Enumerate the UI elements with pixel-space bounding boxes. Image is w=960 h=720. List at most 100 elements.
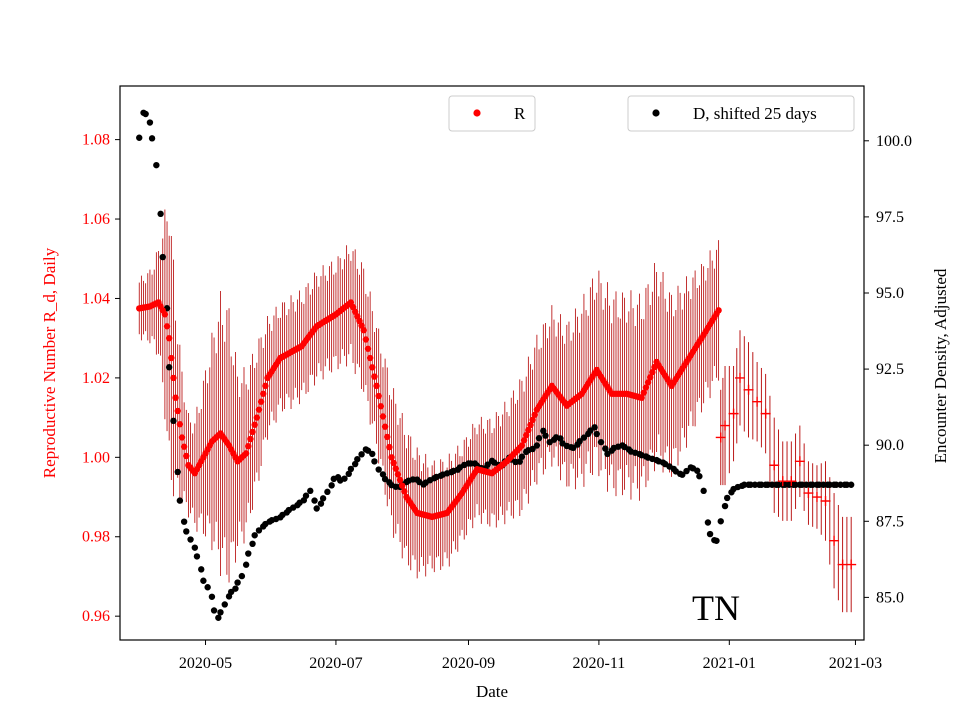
r-point <box>388 454 395 461</box>
y-axis-left-label: Reproductive Number R_d, Daily <box>40 247 59 478</box>
r-point <box>520 437 528 444</box>
d-point <box>210 607 218 614</box>
y-right-tick-label: 95.0 <box>876 285 904 302</box>
r-tail-point <box>829 535 840 546</box>
d-point <box>183 528 190 535</box>
r-point <box>172 394 179 401</box>
d-point <box>324 488 331 496</box>
r-point <box>373 382 380 390</box>
r-tail-point <box>794 456 805 467</box>
d-point <box>700 487 707 495</box>
d-point <box>683 467 690 475</box>
d-point <box>302 492 310 499</box>
d-point <box>198 566 205 573</box>
r-tail-point <box>803 488 814 499</box>
d-point <box>238 572 246 580</box>
d-point <box>542 432 549 439</box>
r-point <box>715 307 722 314</box>
y-left-tick-label: 1.00 <box>82 449 110 466</box>
d-point <box>245 550 252 557</box>
r-point <box>399 482 406 489</box>
d-point <box>484 461 491 468</box>
d-point <box>242 561 250 568</box>
r-point <box>168 354 175 362</box>
d-point <box>234 579 241 586</box>
y-right-tick-label: 87.5 <box>876 513 904 530</box>
d-point <box>529 445 536 453</box>
y-left-tick-label: 0.98 <box>82 529 110 546</box>
d-point <box>313 505 320 512</box>
r-point <box>178 434 186 441</box>
y-left-tick-label: 0.96 <box>82 608 110 625</box>
d-point <box>255 527 263 534</box>
d-point <box>204 584 211 591</box>
r-point <box>394 471 402 478</box>
r-point <box>245 442 252 450</box>
d-point <box>328 482 335 489</box>
d-point <box>176 497 184 504</box>
d-point <box>217 609 224 616</box>
d-point <box>146 119 154 126</box>
d-point <box>345 470 352 477</box>
d-point <box>704 519 712 526</box>
d-point <box>516 458 523 465</box>
x-tick-label: 2021-01 <box>703 655 756 672</box>
d-point <box>723 494 731 502</box>
d-point <box>847 481 855 488</box>
r-point <box>392 465 399 472</box>
r-point <box>262 382 269 390</box>
legend-d[interactable]: D, shifted 25 days <box>627 95 855 132</box>
r-tail-point <box>811 492 822 503</box>
x-tick-label: 2020-09 <box>442 655 495 672</box>
plot-frame <box>119 85 865 641</box>
d-point <box>721 502 729 510</box>
x-axis-label: Date <box>476 682 508 701</box>
r-tail-point <box>777 476 788 487</box>
r-tail-point <box>820 496 831 507</box>
r-point <box>242 450 250 457</box>
d-point <box>200 577 207 584</box>
d-point <box>518 453 526 460</box>
d-point <box>375 466 382 473</box>
d-point <box>148 135 156 142</box>
legend-r[interactable]: R <box>448 95 536 132</box>
r-point <box>180 443 188 450</box>
d-point <box>557 435 564 442</box>
r-tail-point <box>760 408 771 419</box>
r-point <box>183 452 190 460</box>
r-point <box>525 426 532 434</box>
r-point <box>649 369 656 376</box>
d-point <box>170 417 177 425</box>
r-point <box>174 407 181 415</box>
r-point <box>163 323 171 330</box>
r-point <box>360 327 367 334</box>
r-point <box>371 373 378 380</box>
legend-r-marker <box>473 109 481 117</box>
r-point <box>247 435 254 443</box>
d-point <box>165 364 173 371</box>
r-tail-point <box>769 460 780 471</box>
d-point <box>249 540 256 548</box>
d-point <box>311 497 318 504</box>
y-left-tick-label: 1.06 <box>82 211 110 228</box>
d-point <box>174 468 181 476</box>
d-point <box>535 434 543 442</box>
y-axis-right: 85.0 87.5 90.0 92.5 95.0 97.5 100.0 <box>864 133 912 606</box>
r-tail-marker-group <box>715 372 857 570</box>
d-point <box>597 438 605 446</box>
d-point <box>706 530 714 538</box>
r-point <box>170 374 177 382</box>
r-point <box>529 416 536 424</box>
x-axis: 2020-05 2020-07 2020-09 2020-11 2021-01 2021-… <box>179 640 882 672</box>
legend-d-marker <box>652 109 660 117</box>
y-right-tick-label: 97.5 <box>876 209 904 226</box>
legend-r-label: R <box>514 104 526 123</box>
d-point <box>319 495 327 502</box>
d-point <box>142 110 149 118</box>
y-left-tick-label: 1.08 <box>82 132 110 149</box>
r-point <box>390 459 397 467</box>
d-point <box>180 518 188 525</box>
x-tick-label: 2020-07 <box>309 655 362 672</box>
d-point <box>713 537 720 544</box>
